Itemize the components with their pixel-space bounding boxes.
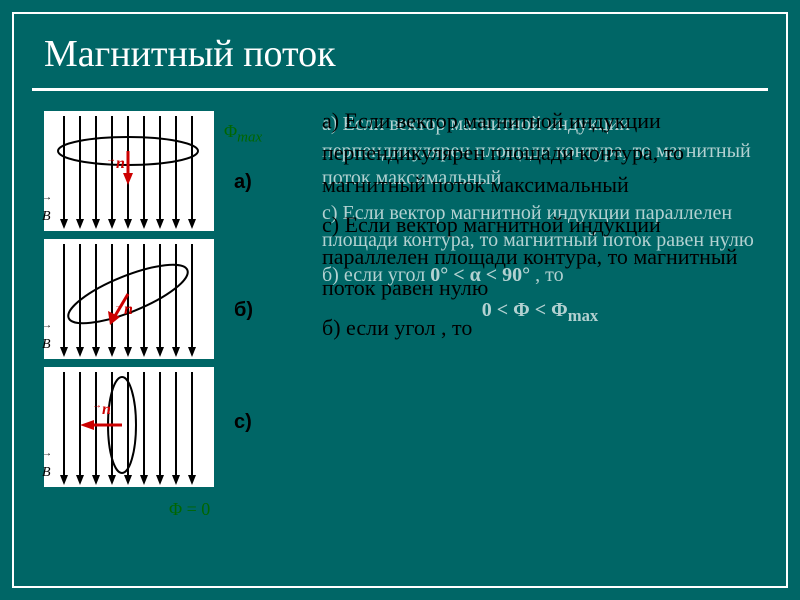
front-para-b: б) если угол , то [322, 312, 758, 344]
diagram-c-svg [44, 367, 214, 487]
slide-title: Магнитный поток [14, 14, 786, 88]
n-vector-label: →n [114, 301, 133, 319]
content-area: Φmax [14, 101, 786, 513]
b-vector-label: →B [42, 321, 52, 353]
n-vector-label: →n [92, 401, 111, 419]
front-para-c: с) Если вектор магнитной индукции паралл… [322, 209, 758, 305]
phi-zero-label: Φ = 0 [169, 499, 210, 520]
diagrams-column: Φmax [44, 111, 304, 495]
b-vector-label: →B [42, 449, 52, 481]
phi-symbol: Φ [224, 121, 237, 141]
diagram-a-svg [44, 111, 214, 231]
phi-max-sub: max [237, 130, 262, 146]
front-text-layer: а) Если вектор магнитной индукции перпен… [322, 105, 758, 352]
label-b: б) [234, 299, 254, 322]
diagram-b: →B →n [44, 239, 214, 359]
front-para-a: а) Если вектор магнитной индукции перпен… [322, 105, 758, 201]
phi-max-label: Φmax [224, 121, 262, 147]
diagram-c: →B →n [44, 367, 214, 487]
b-vector-label: →B [42, 193, 52, 225]
diagram-b-svg [44, 239, 214, 359]
slide-frame: Магнитный поток Φmax [12, 12, 788, 588]
label-c: с) [234, 411, 252, 434]
n-vector-label: →n [106, 155, 125, 173]
title-underline [32, 88, 768, 91]
text-column: а) Если вектор магнитной индукции перпен… [322, 111, 768, 495]
normal-vector [80, 420, 122, 430]
diagram-a: →B →n [44, 111, 214, 231]
label-a: а) [234, 171, 254, 194]
